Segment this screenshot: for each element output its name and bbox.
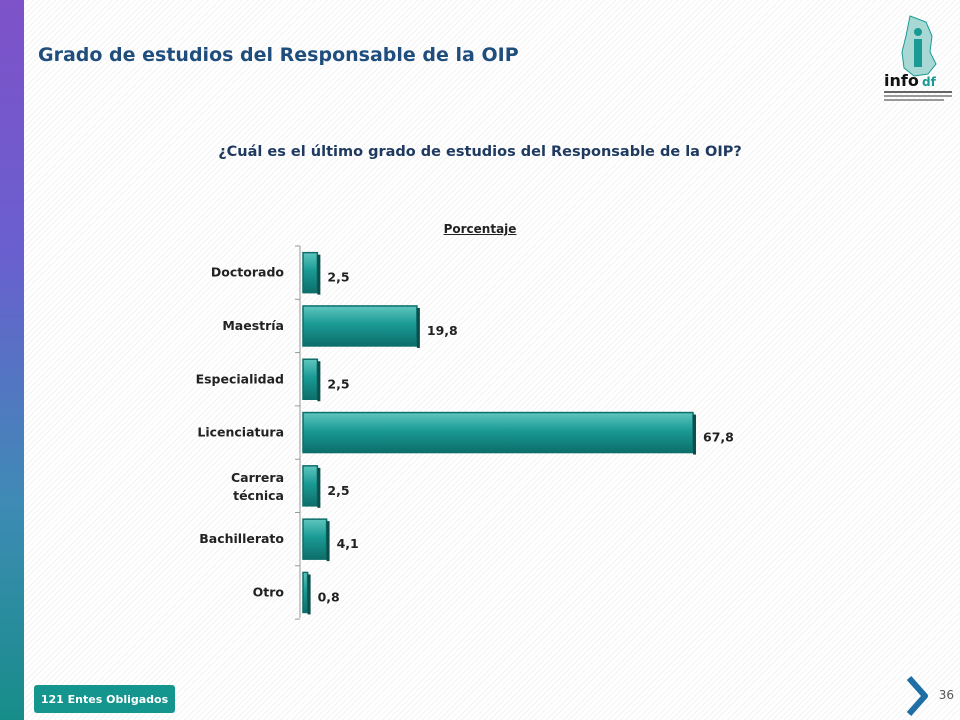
category-label: Maestría	[222, 318, 284, 333]
value-label: 2,5	[327, 270, 349, 285]
value-label: 2,5	[327, 376, 349, 391]
info-df-logo: info df	[884, 15, 952, 101]
bar-shadow	[317, 361, 321, 402]
category-label: Bachillerato	[199, 531, 284, 546]
bar-shadow	[693, 414, 696, 455]
bar	[302, 251, 319, 294]
value-label: 67,8	[703, 430, 734, 445]
value-label: 19,8	[427, 323, 458, 338]
entities-count-badge: 121 Entes Obligados	[34, 685, 175, 713]
page-number: 36	[938, 688, 954, 702]
chart-title: Porcentaje	[443, 222, 517, 236]
bar-shadow	[307, 574, 311, 615]
value-label: 0,8	[318, 589, 340, 604]
bar	[302, 305, 418, 347]
bar-shadow	[317, 467, 321, 508]
bar	[302, 465, 319, 507]
next-slide-chevron-icon[interactable]	[905, 676, 931, 716]
bar-shadow	[416, 307, 420, 348]
bar	[302, 571, 309, 614]
category-label: Doctorado	[211, 265, 284, 280]
value-label: 4,1	[337, 536, 359, 551]
chart-question: ¿Cuál es el último grado de estudios del…	[218, 144, 742, 160]
category-label: Carrera técnica	[231, 470, 284, 503]
bar-shadow	[326, 521, 330, 562]
category-label: Otro	[253, 584, 285, 599]
svg-text:df: df	[922, 75, 937, 89]
bar	[302, 518, 328, 560]
value-label: 2,5	[327, 483, 349, 498]
bar	[302, 411, 694, 454]
category-label: Licenciatura	[197, 425, 284, 440]
slide-title: Grado de estudios del Responsable de la …	[38, 44, 519, 66]
category-label: Especialidad	[196, 371, 284, 386]
svg-text:info: info	[884, 71, 919, 90]
bar-shadow	[317, 254, 321, 295]
bar	[302, 358, 319, 400]
side-accent-bar	[0, 0, 24, 720]
